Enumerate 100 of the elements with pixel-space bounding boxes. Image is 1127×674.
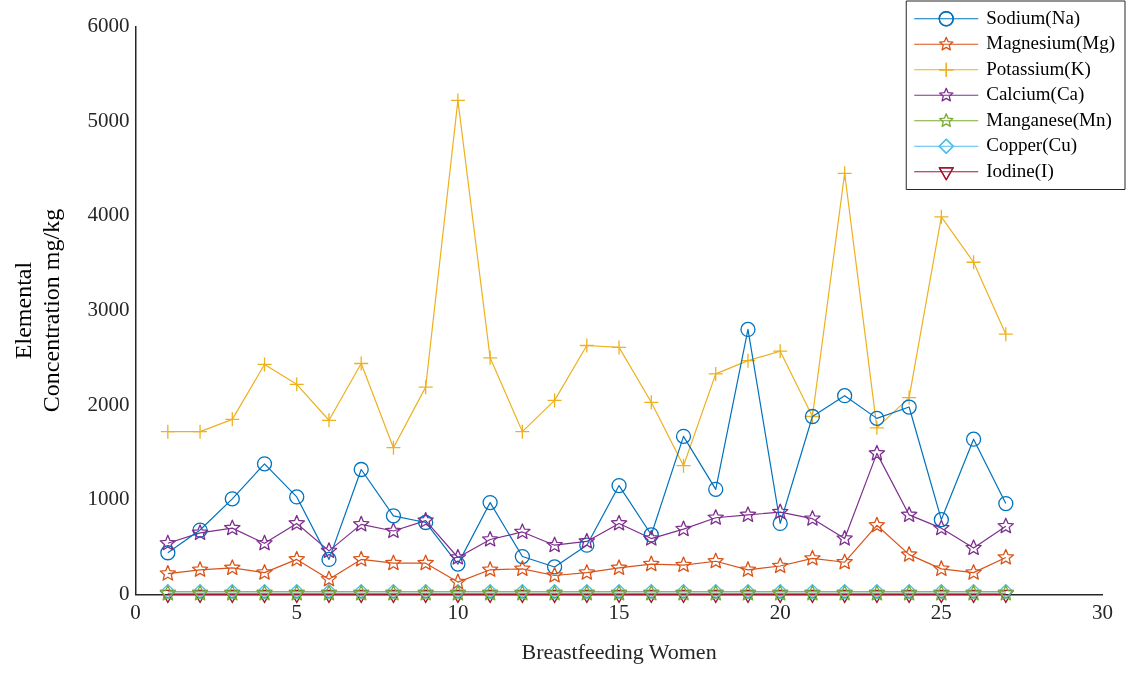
point: [997, 548, 1015, 565]
point: [546, 392, 563, 409]
point: [482, 350, 498, 366]
point: [708, 366, 724, 382]
point: [191, 561, 209, 577]
point: [739, 506, 757, 523]
point: [771, 503, 789, 520]
x-axis-title: Breastfeeding Women: [521, 638, 717, 664]
point: [836, 529, 853, 546]
point: [450, 92, 466, 109]
point: [611, 339, 627, 356]
point: [965, 563, 982, 580]
point: [224, 559, 241, 576]
point: [578, 563, 596, 580]
y-tick-label: 2000: [87, 391, 130, 416]
point: [900, 546, 918, 562]
point: [385, 440, 402, 456]
point: [289, 489, 305, 505]
point: [998, 495, 1014, 512]
point: [707, 509, 724, 525]
point: [869, 410, 885, 427]
point: [192, 423, 208, 440]
point: [933, 209, 949, 225]
point: [708, 481, 724, 498]
point: [514, 548, 531, 565]
point: [579, 337, 595, 354]
point: [997, 517, 1015, 534]
point: [159, 534, 177, 551]
legend-label: Copper(Cu): [986, 134, 1078, 157]
point: [289, 376, 305, 392]
point: [514, 523, 531, 540]
point: [868, 444, 886, 461]
point: [320, 570, 338, 587]
y-axis-title: Elemental Concentration mg/kg: [9, 208, 65, 413]
point: [450, 556, 466, 572]
point: [320, 542, 338, 558]
point: [224, 411, 240, 427]
x-tick-label: 10: [447, 599, 469, 624]
point: [353, 461, 369, 478]
point: [224, 519, 241, 536]
point: [933, 511, 949, 528]
point: [675, 428, 692, 445]
point: [449, 548, 467, 565]
point: [579, 537, 595, 553]
point: [546, 566, 563, 583]
point: [288, 514, 306, 531]
point: [514, 560, 531, 576]
point: [836, 553, 853, 570]
point: [159, 564, 177, 581]
point: [418, 379, 434, 395]
point: [321, 412, 337, 428]
y-tick-label: 6000: [87, 13, 130, 38]
point: [288, 550, 306, 567]
legend-label: Potassium(K): [986, 57, 1091, 80]
point: [160, 545, 176, 561]
point: [675, 556, 692, 573]
legend-label: Iodine(I): [986, 159, 1054, 182]
point: [546, 536, 563, 553]
point: [868, 516, 886, 533]
point: [965, 431, 982, 447]
point: [837, 388, 853, 404]
y-tick-label: 1000: [87, 486, 130, 511]
point: [771, 557, 789, 574]
point: [869, 420, 885, 436]
point: [933, 560, 950, 576]
point: [256, 563, 273, 580]
point: [449, 573, 467, 590]
point: [546, 559, 563, 575]
y-tick-label: 5000: [87, 107, 130, 132]
point: [385, 508, 402, 524]
point: [482, 494, 498, 511]
point: [804, 510, 821, 526]
point: [611, 477, 627, 494]
point: [837, 165, 853, 181]
point: [353, 355, 369, 372]
y-tick-label: 3000: [87, 297, 130, 322]
point: [385, 522, 402, 539]
point: [352, 550, 370, 567]
point: [610, 514, 628, 531]
x-tick-label: 15: [608, 599, 630, 624]
point: [933, 519, 950, 536]
point: [256, 534, 273, 551]
point: [901, 399, 917, 415]
point: [514, 423, 531, 440]
point: [610, 559, 628, 576]
x-tick-label: 5: [291, 599, 302, 624]
x-tick-label: 20: [769, 599, 791, 624]
point: [675, 520, 692, 537]
point: [900, 506, 918, 523]
legend-label: Manganese(Mn): [986, 108, 1112, 131]
point: [224, 491, 240, 507]
point: [772, 343, 788, 359]
legend-label: Calcium(Ca): [986, 83, 1085, 106]
point: [578, 532, 596, 549]
point: [804, 549, 821, 566]
point: [256, 356, 273, 373]
point: [739, 561, 757, 577]
point: [160, 423, 176, 440]
y-tick-label: 0: [119, 580, 130, 605]
point: [481, 530, 499, 547]
